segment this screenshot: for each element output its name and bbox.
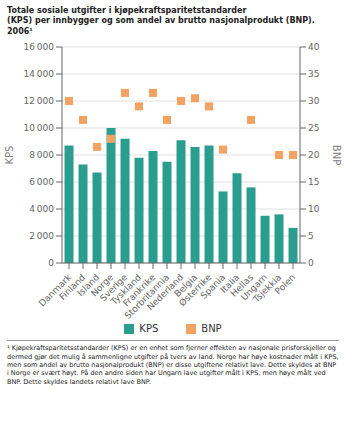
svg-text:10: 10 bbox=[308, 204, 320, 214]
svg-text:Italia: Italia bbox=[218, 272, 242, 296]
svg-text:Ungarn: Ungarn bbox=[239, 272, 270, 303]
svg-text:Frankrike: Frankrike bbox=[121, 272, 158, 309]
svg-text:Polen: Polen bbox=[273, 272, 297, 296]
svg-text:5: 5 bbox=[308, 231, 314, 241]
svg-text:0: 0 bbox=[48, 258, 54, 268]
svg-text:Island: Island bbox=[75, 272, 102, 299]
svg-text:14 000: 14 000 bbox=[24, 69, 55, 79]
svg-text:KPS: KPS bbox=[8, 146, 15, 165]
html-text:¹ Kjøpekraftsparitetsstandarde: ¹ Kjøpekraftsparitetsstandarder (KPS) er… bbox=[7, 344, 339, 386]
svg-text:0: 0 bbox=[308, 258, 314, 268]
svg-text:Norge: Norge bbox=[89, 272, 116, 299]
svg-text:Spania: Spania bbox=[198, 272, 228, 302]
svg-text:Østerrike: Østerrike bbox=[177, 272, 214, 309]
svg-text:Tyskland: Tyskland bbox=[108, 272, 144, 307]
svg-text:Hellas: Hellas bbox=[228, 272, 256, 299]
svg-text:35: 35 bbox=[308, 69, 319, 79]
svg-text:20: 20 bbox=[308, 150, 320, 160]
svg-text:Belgia: Belgia bbox=[172, 272, 200, 300]
svg-text:BNP: BNP bbox=[331, 145, 338, 165]
svg-text:2 000: 2 000 bbox=[29, 231, 54, 241]
svg-text:30: 30 bbox=[308, 96, 320, 106]
html-text:KPS: KPS bbox=[139, 323, 159, 335]
svg-text:Sverige: Sverige bbox=[98, 272, 130, 304]
svg-text:10 000: 10 000 bbox=[24, 123, 55, 133]
html-text:Totale sosiale utgifter i kjøp: Totale sosiale utgifter i kjøpekraftspar… bbox=[7, 6, 247, 15]
svg-text:4 000: 4 000 bbox=[29, 204, 54, 214]
svg-text:25: 25 bbox=[308, 123, 319, 133]
svg-text:Finland: Finland bbox=[57, 272, 88, 303]
svg-text:16 000: 16 000 bbox=[24, 42, 55, 52]
html-text:BNP: BNP bbox=[201, 323, 222, 335]
svg-text:12 000: 12 000 bbox=[24, 96, 55, 106]
svg-text:8 000: 8 000 bbox=[29, 150, 54, 160]
html-text:(KPS) per innbygger og som and: (KPS) per innbygger og som andel av brut… bbox=[7, 16, 315, 36]
svg-text:6 000: 6 000 bbox=[29, 177, 54, 187]
svg-text:Danmark: Danmark bbox=[36, 272, 74, 309]
svg-text:Tsjekkia: Tsjekkia bbox=[251, 272, 284, 305]
svg-text:40: 40 bbox=[308, 42, 320, 52]
svg-text:Nederland: Nederland bbox=[145, 272, 186, 313]
svg-text:15: 15 bbox=[308, 177, 319, 187]
svg-text:Storbritannia: Storbritannia bbox=[122, 272, 172, 321]
